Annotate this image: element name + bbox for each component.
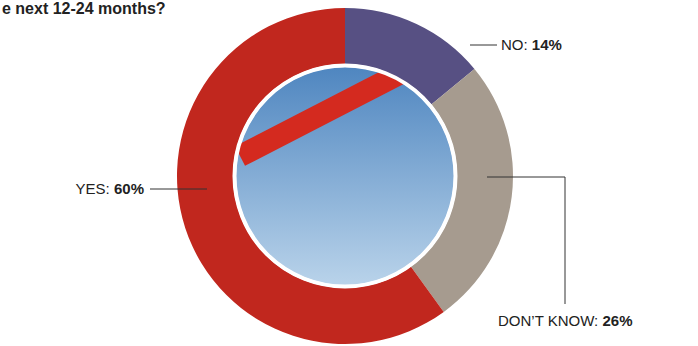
svg-text:e next 12-24 months?: e next 12-24 months? [2,0,166,17]
svg-text:YES: 60%: YES: 60% [76,180,144,197]
svg-text:NO: 14%: NO: 14% [501,36,562,53]
svg-text:DON’T KNOW: 26%: DON’T KNOW: 26% [498,312,633,329]
